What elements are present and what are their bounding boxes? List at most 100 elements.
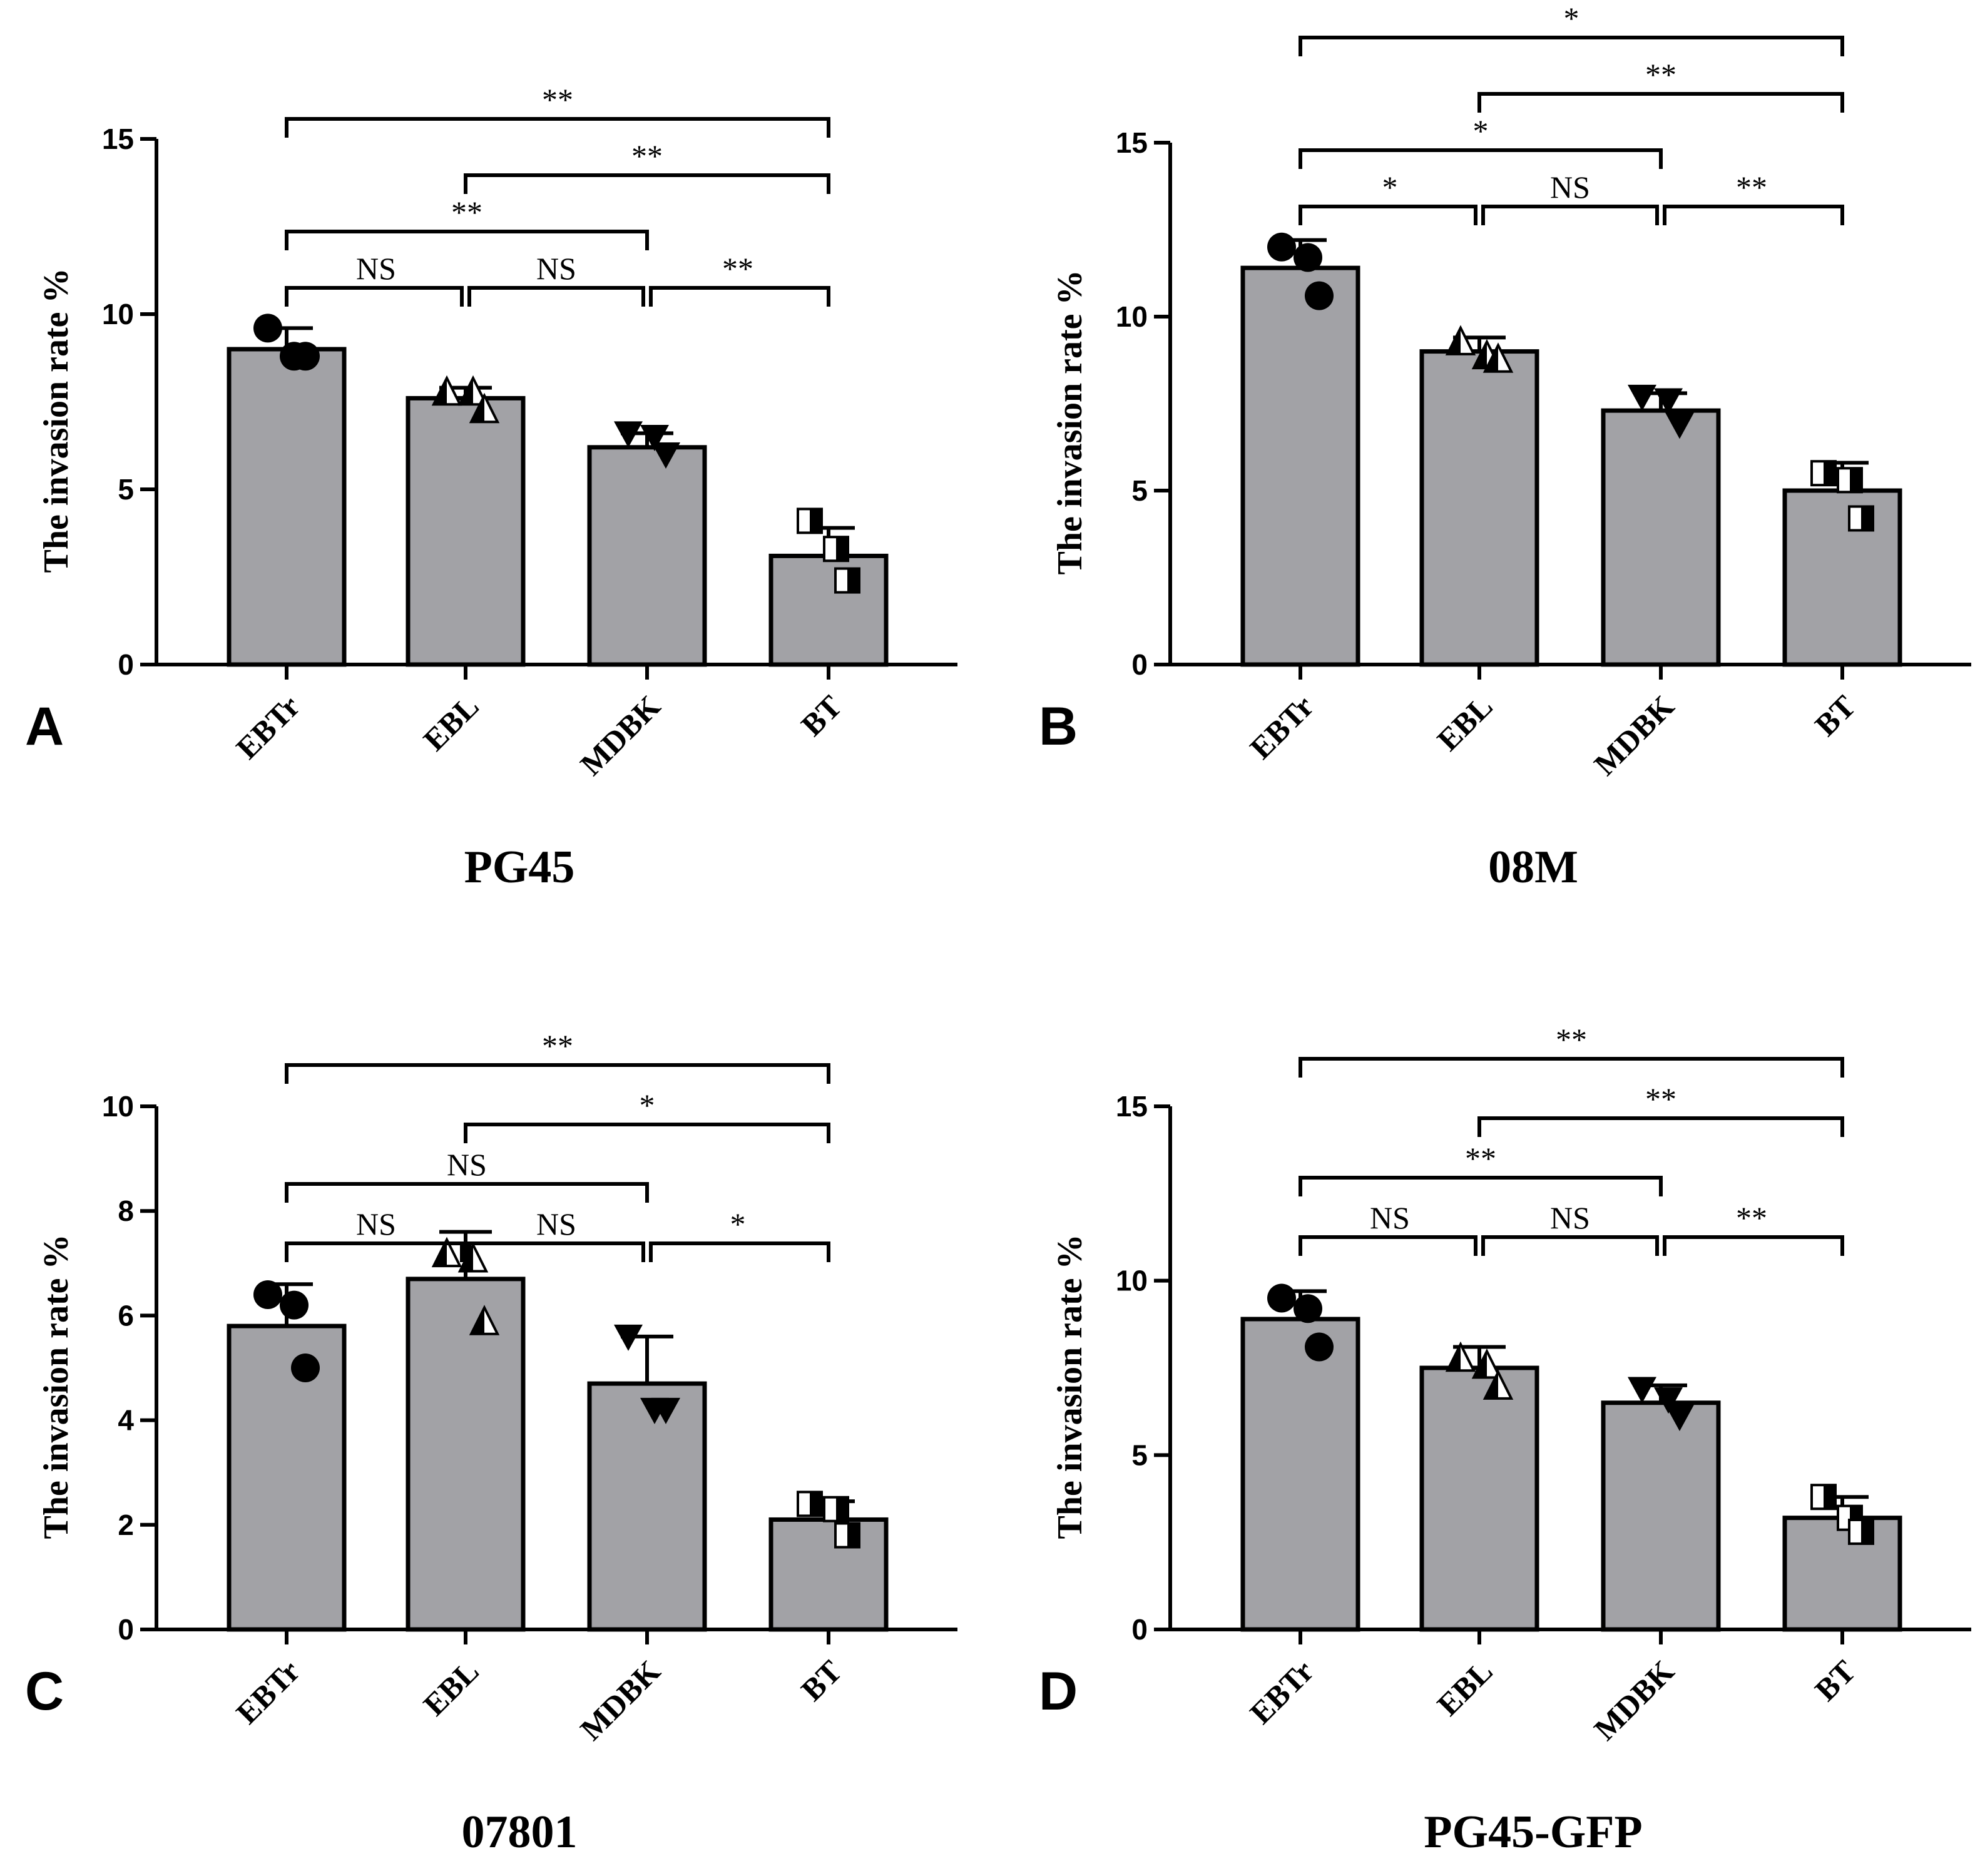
y-axis-label: The invasion rate % (37, 268, 76, 573)
bar-EBTr (227, 347, 347, 667)
significance-label-EBL-MDBK: NS (1550, 170, 1590, 205)
significance-label-EBL-BT: ** (1645, 57, 1676, 92)
x-tick-label-BT: BT (794, 1653, 849, 1708)
panel-title: PG45 (464, 842, 575, 893)
y-tick-label: 5 (1131, 474, 1148, 507)
significance-bracket-EBL-BT (1477, 1116, 1844, 1137)
data-point-EBTr (1305, 281, 1334, 310)
significance-label-MDBK-BT: ** (1736, 1200, 1767, 1235)
significance-bracket-EBL-BT (464, 173, 830, 194)
data-point-MDBK (614, 1324, 643, 1351)
significance-bracket-EBTr-BT (285, 117, 830, 138)
x-tick-label-EBTr: EBTr (229, 1653, 306, 1730)
data-point-EBL-half (434, 378, 447, 405)
bar-BT (768, 1517, 889, 1632)
y-tick-label: 15 (1116, 1090, 1148, 1123)
y-tick-label: 0 (1131, 1613, 1148, 1646)
significance-label-EBTr-BT: ** (542, 1028, 573, 1063)
data-point-BT (797, 507, 823, 534)
x-tick-label-EBL: EBL (1430, 688, 1499, 757)
bar-EBTr (1240, 265, 1360, 667)
bar-BT (1782, 488, 1902, 667)
significance-bracket-EBTr-MDBK (285, 1182, 649, 1203)
y-tick-label: 10 (1116, 300, 1148, 333)
panel-title: PG45-GFP (1424, 1807, 1642, 1858)
significance-bracket-EBL-MDBK (467, 1241, 645, 1262)
data-point-EBL (457, 1241, 489, 1273)
bar-EBTr (1240, 1317, 1360, 1632)
data-point-EBL (431, 1236, 462, 1268)
x-tick-label-EBTr: EBTr (229, 688, 306, 765)
panel-letter: B (1039, 696, 1078, 757)
data-point-EBTr (291, 1353, 320, 1382)
data-point-EBL-half (460, 378, 473, 405)
significance-bracket-EBL-MDBK (1481, 205, 1659, 225)
significance-bracket-MDBK-BT (649, 286, 830, 307)
y-axis-label: The invasion rate % (1051, 270, 1089, 575)
y-tick-label: 10 (102, 1090, 134, 1123)
data-point-BT (797, 1491, 823, 1517)
significance-bracket-EBTr-MDBK (1299, 1176, 1663, 1196)
data-point-BT-half (1861, 1519, 1873, 1544)
significance-label-EBTr-BT: ** (542, 82, 573, 117)
significance-label-EBL-BT: ** (1645, 1081, 1676, 1116)
significance-label-EBTr-MDBK: NS (447, 1147, 487, 1182)
x-tick-label-EBTr: EBTr (1243, 1653, 1320, 1730)
significance-label-MDBK-BT: ** (1736, 170, 1767, 205)
significance-bracket-EBTr-BT (285, 1063, 830, 1084)
significance-label-EBTr-MDBK: ** (1465, 1141, 1496, 1176)
data-point-BT-half (847, 1523, 859, 1547)
y-tick-label: 0 (118, 1613, 134, 1646)
data-point-EBL (469, 1305, 500, 1335)
significance-bracket-MDBK-BT (1663, 1235, 1844, 1256)
x-tick-label-EBL: EBL (416, 1653, 485, 1722)
y-tick-label: 4 (118, 1404, 134, 1437)
significance-label-EBTr-MDBK: * (1473, 113, 1489, 148)
bar-EBL (406, 395, 526, 667)
bar-EBL (1419, 349, 1539, 667)
significance-bracket-EBL-BT (464, 1123, 830, 1143)
x-tick-label-EBTr: EBTr (1243, 688, 1320, 765)
x-tick-label-MDBK: MDBK (573, 688, 667, 782)
panel-B: 0 5 10 15 The invasion rate % EBTr EBL MDBK BT * N… (1039, 1, 1971, 893)
data-point-BT-half (810, 1492, 822, 1516)
significance-bracket-EBTr-EBL (1299, 1235, 1477, 1256)
data-point-EBL-half (1474, 1351, 1487, 1378)
panel-title: 08M (1488, 842, 1578, 893)
data-point-EBL-half (471, 1307, 484, 1334)
data-point-MDBK (640, 425, 669, 451)
panel-A: 0 5 10 15 The invasion rate % EBTr EBL MDBK BT NS… (25, 82, 957, 893)
significance-label-EBTr-MDBK: ** (451, 195, 482, 230)
data-point-BT (834, 567, 860, 594)
significance-bracket-MDBK-BT (649, 1241, 830, 1262)
bar-EBL (1419, 1365, 1539, 1632)
data-point-EBL-half (1474, 342, 1487, 369)
data-point-EBL (1445, 1341, 1476, 1372)
data-point-BT (1810, 1484, 1837, 1511)
data-point-BT (823, 536, 849, 563)
data-point-MDBK (1654, 1387, 1683, 1414)
data-point-EBTr (253, 1280, 282, 1309)
data-point-EBTr (1294, 1294, 1322, 1323)
data-point-BT-half (810, 509, 822, 533)
data-point-EBL (1482, 1369, 1514, 1400)
significance-bracket-EBTr-BT (1299, 1057, 1844, 1078)
significance-bracket-EBTr-EBL (285, 1241, 464, 1262)
panel-letter: C (25, 1661, 64, 1721)
significance-bracket-EBTr-MDBK (285, 230, 649, 250)
data-point-EBL-half (1485, 1372, 1498, 1399)
x-tick-label-EBL: EBL (1430, 1653, 1499, 1722)
y-tick-label: 5 (118, 473, 134, 506)
data-point-BT (1810, 460, 1837, 487)
data-point-EBTr (1294, 243, 1322, 272)
significance-bracket-EBL-MDBK (1481, 1235, 1659, 1256)
bar-MDBK (1601, 408, 1721, 667)
bar-BT (768, 553, 889, 667)
data-point-MDBK (1665, 1405, 1694, 1432)
data-point-BT (823, 1496, 849, 1522)
significance-label-EBL-MDBK: NS (536, 1206, 576, 1241)
bar-MDBK (587, 445, 707, 667)
data-point-MDBK (651, 1397, 680, 1424)
data-point-BT-half (1850, 468, 1862, 492)
